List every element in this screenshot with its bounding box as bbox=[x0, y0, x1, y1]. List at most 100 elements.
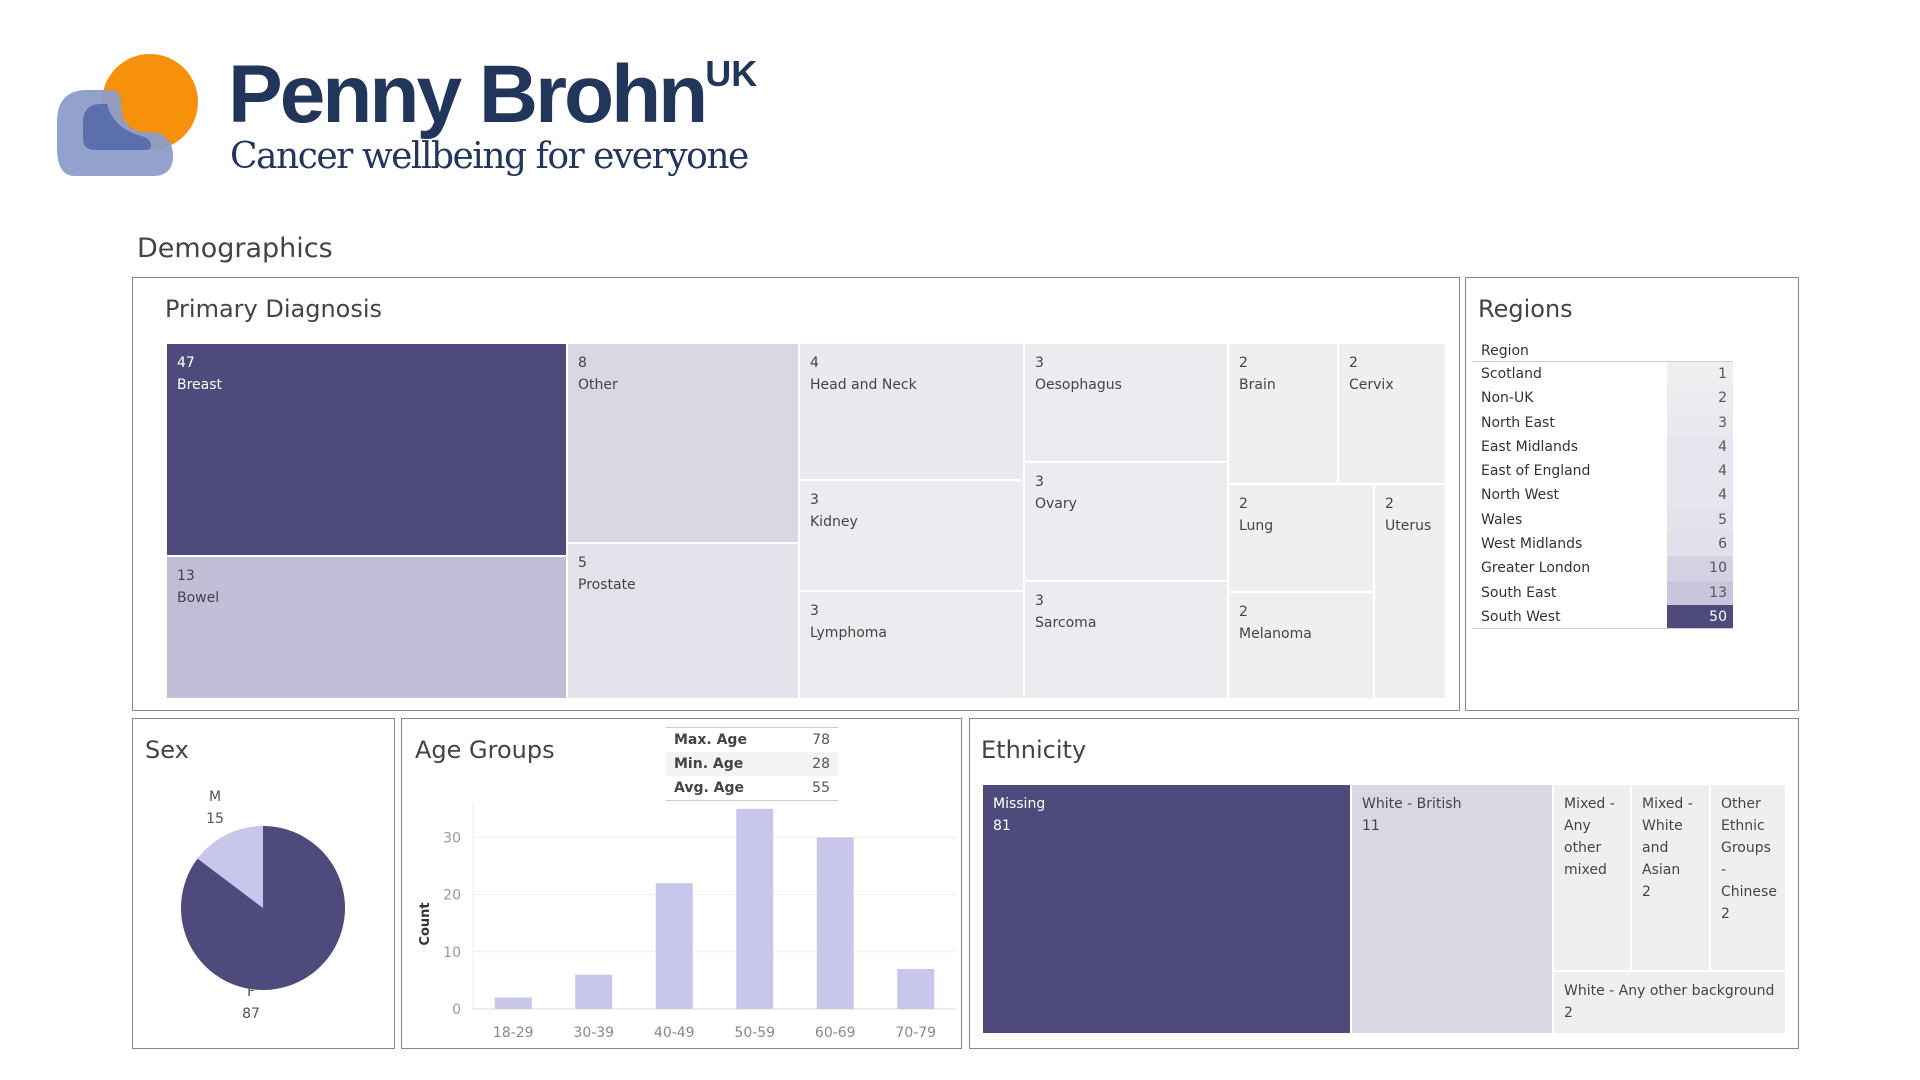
region-name: North West bbox=[1481, 487, 1560, 504]
region-count: 2 bbox=[1667, 386, 1733, 411]
regions-panel bbox=[1465, 277, 1799, 711]
treemap-cell-missing[interactable]: Missing 81 bbox=[982, 784, 1351, 1034]
cell-label: Sarcoma bbox=[1035, 615, 1097, 631]
x-tick-label: 18-29 bbox=[493, 1025, 534, 1041]
treemap-cell-head-and-neck[interactable]: 4 Head and Neck bbox=[799, 343, 1024, 480]
region-count: 5 bbox=[1667, 507, 1733, 533]
region-row[interactable]: Greater London 10 bbox=[1473, 556, 1733, 581]
treemap-cell-sarcoma[interactable]: 3 Sarcoma bbox=[1024, 581, 1228, 699]
cell-value: 2 bbox=[1239, 604, 1248, 620]
region-count: 50 bbox=[1667, 604, 1733, 629]
cell-label: Missing bbox=[993, 796, 1046, 812]
section-title: Demographics bbox=[137, 233, 333, 264]
treemap-cell-lymphoma[interactable]: 3 Lymphoma bbox=[799, 591, 1024, 699]
cell-value: 8 bbox=[578, 355, 587, 371]
region-row[interactable]: South East 13 bbox=[1473, 580, 1733, 605]
region-row[interactable]: North West 4 bbox=[1473, 483, 1733, 508]
sex-title: Sex bbox=[145, 736, 189, 764]
cell-label: Breast bbox=[177, 377, 223, 393]
treemap-cell-white-any-other-background[interactable]: White - Any other background 2 bbox=[1553, 971, 1786, 1034]
cell-label: Other Ethnic Groups - Chinese bbox=[1721, 796, 1777, 900]
treemap-cell-breast[interactable]: 47 Breast bbox=[166, 343, 567, 556]
bar-30-39[interactable] bbox=[575, 974, 613, 1009]
treemap-cell-melanoma[interactable]: 2 Melanoma bbox=[1228, 592, 1374, 699]
primary-diagnosis-title: Primary Diagnosis bbox=[165, 295, 383, 323]
region-row[interactable]: East Midlands 4 bbox=[1473, 434, 1733, 460]
treemap-cell-mixed-white-and-asian[interactable]: Mixed - White and Asian 2 bbox=[1631, 784, 1710, 971]
region-count: 4 bbox=[1667, 434, 1733, 460]
stat-row: Avg. Age 55 bbox=[674, 780, 830, 796]
region-name: East of England bbox=[1481, 463, 1591, 480]
cell-value: 2 bbox=[1349, 355, 1358, 371]
x-tick-label: 30-39 bbox=[573, 1025, 614, 1041]
treemap-cell-oesophagus[interactable]: 3 Oesophagus bbox=[1024, 343, 1228, 462]
y-tick-label: 20 bbox=[443, 888, 461, 904]
region-row[interactable]: Scotland 1 bbox=[1473, 362, 1733, 387]
region-name: Scotland bbox=[1481, 366, 1542, 382]
brand-name: Penny BrohnUK bbox=[228, 49, 758, 140]
cell-value: 47 bbox=[177, 355, 195, 371]
treemap-cell-prostate[interactable]: 5 Prostate bbox=[567, 543, 799, 699]
cell-value: 5 bbox=[578, 555, 587, 571]
region-row[interactable]: Non-UK 2 bbox=[1473, 386, 1733, 411]
treemap-cell-other-ethnic-groups-chinese[interactable]: Other Ethnic Groups - Chinese 2 bbox=[1710, 784, 1786, 971]
region-name: Greater London bbox=[1481, 560, 1591, 577]
cell-label: Mixed - Any other mixed bbox=[1564, 796, 1615, 878]
bar-50-59[interactable] bbox=[736, 808, 774, 1009]
region-row[interactable]: West Midlands 6 bbox=[1473, 532, 1733, 557]
treemap-cell-kidney[interactable]: 3 Kidney bbox=[799, 480, 1024, 591]
treemap-cell-lung[interactable]: 2 Lung bbox=[1228, 484, 1374, 592]
region-name: West Midlands bbox=[1481, 536, 1583, 553]
cell-value: 2 bbox=[1239, 496, 1248, 512]
region-row[interactable]: South West 50 bbox=[1473, 604, 1733, 630]
treemap-cell-white-british[interactable]: White - British 11 bbox=[1351, 784, 1553, 1034]
region-count: 6 bbox=[1667, 532, 1733, 557]
treemap-cell-bowel[interactable]: 13 Bowel bbox=[166, 556, 567, 699]
cell-label: Oesophagus bbox=[1035, 377, 1122, 393]
cell-label: Brain bbox=[1239, 377, 1276, 393]
cell-value: 4 bbox=[810, 355, 819, 371]
cell-value: 2 bbox=[1642, 884, 1651, 900]
cell-value: 2 bbox=[1721, 906, 1730, 922]
pie-value: 15 bbox=[206, 811, 224, 827]
region-row[interactable]: Wales 5 bbox=[1473, 507, 1733, 533]
region-row[interactable]: East of England 4 bbox=[1473, 459, 1733, 484]
age-bar-chart: 0 10 20 30 Count 18-29 30-39 40-49 50-59 60-69 70-… bbox=[418, 803, 956, 1041]
bar-70-79[interactable] bbox=[897, 968, 935, 1009]
treemap-cell-other[interactable]: 8 Other bbox=[567, 343, 799, 543]
bar-40-49[interactable] bbox=[655, 883, 693, 1009]
cell-label: White - Any other background bbox=[1564, 983, 1775, 999]
y-axis-label: Count bbox=[418, 902, 433, 945]
x-tick-label: 40-49 bbox=[654, 1025, 695, 1041]
age-groups-title: Age Groups bbox=[415, 736, 555, 764]
treemap-cell-cervix[interactable]: 2 Cervix bbox=[1338, 343, 1446, 484]
logo-cloud-sun-icon bbox=[57, 54, 198, 176]
region-count: 1 bbox=[1667, 362, 1733, 387]
region-row[interactable]: North East 3 bbox=[1473, 410, 1733, 435]
pie-slice-f[interactable] bbox=[180, 826, 345, 990]
bar-60-69[interactable] bbox=[816, 837, 854, 1009]
ethnicity-title: Ethnicity bbox=[981, 736, 1087, 764]
y-tick-label: 10 bbox=[443, 945, 461, 961]
treemap-cell-ovary[interactable]: 3 Ovary bbox=[1024, 462, 1228, 581]
region-name: North East bbox=[1481, 414, 1555, 431]
brand-tagline: Cancer wellbeing for everyone bbox=[230, 136, 749, 177]
cell-value: 3 bbox=[1035, 474, 1044, 490]
treemap-cell-uterus[interactable]: 2 Uterus bbox=[1374, 484, 1446, 699]
x-tick-label: 60-69 bbox=[815, 1025, 856, 1041]
bar-18-29[interactable] bbox=[494, 997, 532, 1009]
cell-value: 2 bbox=[1385, 496, 1394, 512]
age-stats-table: Max. Age 78 Min. Age 28 Avg. Age 55 bbox=[666, 727, 838, 801]
cell-value: 11 bbox=[1362, 818, 1380, 834]
pie-slice-m[interactable] bbox=[197, 826, 263, 908]
cell-value: 2 bbox=[1239, 355, 1248, 371]
region-count: 4 bbox=[1667, 483, 1733, 508]
region-count: 3 bbox=[1667, 410, 1733, 435]
treemap-cell-brain[interactable]: 2 Brain bbox=[1228, 343, 1338, 484]
cell-label: Mixed - White and Asian bbox=[1642, 796, 1693, 878]
treemap-cell-mixed-any-other-mixed[interactable]: Mixed - Any other mixed bbox=[1553, 784, 1631, 971]
region-name: East Midlands bbox=[1481, 438, 1579, 455]
cell-label: Ovary bbox=[1035, 496, 1077, 512]
cell-value: 3 bbox=[810, 603, 819, 619]
x-tick-label: 50-59 bbox=[734, 1025, 775, 1041]
